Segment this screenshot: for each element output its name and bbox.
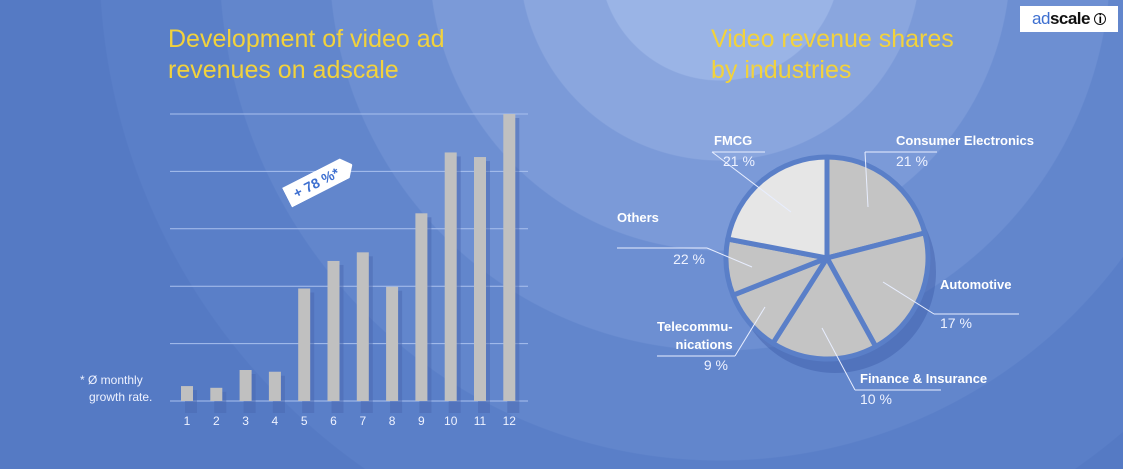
bar bbox=[181, 386, 193, 401]
pie-percent-label: 21 % bbox=[896, 153, 928, 169]
footnote-line1: * Ø monthly bbox=[80, 373, 143, 387]
footnote: * Ø monthly growth rate. bbox=[80, 372, 152, 406]
x-tick-label: 2 bbox=[213, 414, 220, 428]
pie-label: Others bbox=[617, 210, 659, 225]
bar bbox=[444, 152, 457, 401]
x-tick-label: 6 bbox=[330, 414, 337, 428]
pie-label: Consumer Electronics bbox=[896, 133, 1034, 148]
pie-label: Automotive bbox=[940, 277, 1012, 292]
leader-line bbox=[706, 247, 753, 268]
bar bbox=[386, 286, 399, 401]
bar bbox=[474, 157, 486, 401]
pie-slice bbox=[725, 154, 830, 261]
info-icon: i bbox=[1093, 13, 1106, 25]
leader-line bbox=[882, 281, 935, 315]
bar-chart-title: Development of video ad revenues on adsc… bbox=[168, 25, 445, 84]
logo-part2: scale bbox=[1049, 9, 1091, 28]
pie-percent-label: 9 % bbox=[703, 357, 728, 373]
bar bbox=[327, 260, 340, 401]
pie-percent-label: 21 % bbox=[723, 153, 755, 169]
pie-label: Telecommu- nications bbox=[657, 319, 733, 352]
leader-line bbox=[734, 306, 766, 357]
pie-label: FMCG bbox=[714, 133, 753, 148]
pie-slice bbox=[824, 230, 931, 350]
x-tick-label: 1 bbox=[184, 414, 191, 428]
pie-slice bbox=[770, 255, 879, 362]
bar bbox=[268, 371, 281, 401]
bar bbox=[210, 387, 223, 401]
bar bbox=[239, 370, 252, 401]
leader-line bbox=[864, 151, 869, 208]
pie-label: Finance & Insurance bbox=[860, 371, 988, 386]
x-tick-label: 3 bbox=[242, 414, 249, 428]
adscale-logo: ad scale i bbox=[1020, 6, 1118, 32]
bar bbox=[503, 114, 516, 401]
x-tick-label: 5 bbox=[301, 414, 308, 428]
x-tick-label: 11 bbox=[474, 414, 487, 428]
pie-percent-label: 22 % bbox=[673, 251, 705, 267]
x-tick-label: 9 bbox=[418, 414, 425, 428]
leader-line bbox=[711, 151, 792, 213]
bar bbox=[415, 213, 428, 401]
pie-percent-label: 10 % bbox=[860, 391, 892, 407]
x-tick-label: 12 bbox=[503, 414, 517, 428]
leader-line bbox=[821, 327, 856, 391]
pie-chart-title: Video revenue shares by industries bbox=[711, 25, 954, 84]
footnote-line2: growth rate. bbox=[89, 390, 153, 404]
bar bbox=[356, 252, 369, 401]
x-tick-label: 4 bbox=[272, 414, 279, 428]
bar bbox=[298, 288, 311, 401]
pie-slice bbox=[824, 154, 928, 261]
logo-part1: ad bbox=[1032, 9, 1050, 28]
pie-percent-label: 17 % bbox=[940, 315, 972, 331]
x-tick-label: 7 bbox=[359, 414, 366, 428]
x-tick-label: 10 bbox=[444, 414, 458, 428]
x-tick-label: 8 bbox=[389, 414, 396, 428]
